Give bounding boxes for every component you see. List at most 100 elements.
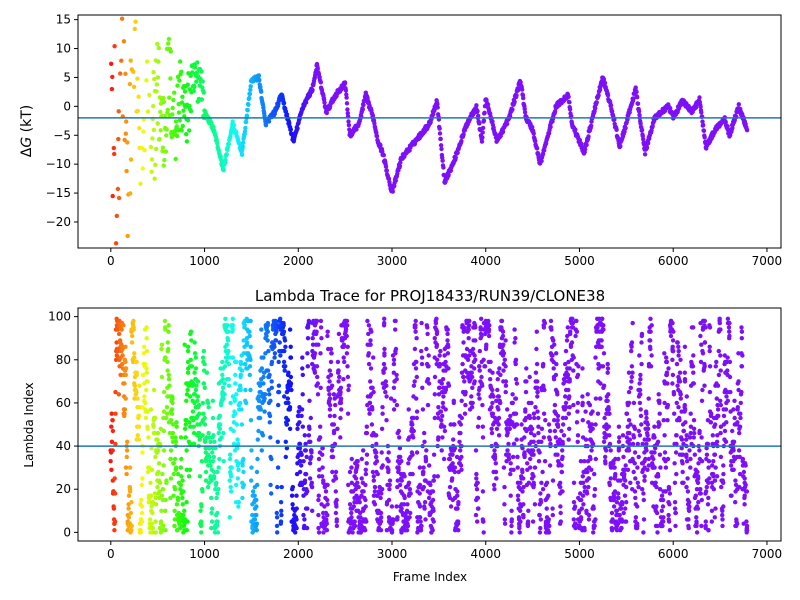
lambda-point: [126, 506, 131, 511]
delta-g-point: [635, 95, 640, 100]
lambda-point: [282, 348, 287, 354]
lambda-point: [670, 338, 676, 343]
lambda-point: [664, 355, 669, 360]
delta-g-point: [157, 136, 162, 142]
lambda-point: [240, 495, 245, 501]
lambda-point: [266, 374, 272, 380]
lambda-point: [192, 340, 197, 345]
lambda-point: [374, 441, 379, 447]
lambda-point: [164, 478, 169, 483]
lambda-point: [682, 370, 687, 375]
lambda-point: [674, 400, 679, 406]
delta-g-point: [618, 143, 623, 149]
lambda-point: [464, 346, 470, 352]
lambda-point: [439, 381, 444, 386]
delta-g-point: [668, 106, 673, 111]
lambda-point: [210, 450, 215, 455]
lambda-point: [440, 377, 446, 382]
lambda-point: [534, 329, 539, 334]
lambda-point: [425, 331, 430, 337]
lambda-point: [436, 405, 441, 410]
lambda-point: [571, 402, 576, 408]
delta-g-point: [175, 83, 180, 88]
lambda-point: [480, 435, 486, 440]
lambda-point: [510, 400, 515, 406]
lambda-point: [440, 435, 445, 440]
lambda-point: [140, 476, 145, 481]
lambda-point: [637, 387, 643, 393]
lambda-point: [222, 392, 227, 397]
delta-g-point: [244, 119, 249, 125]
delta-g-point: [287, 121, 292, 126]
lambda-point: [151, 424, 156, 429]
x-tick-label: 4000: [470, 254, 501, 268]
lambda-point: [694, 523, 699, 529]
delta-g-point: [699, 110, 704, 115]
lambda-point: [277, 340, 282, 345]
delta-g-point: [360, 107, 365, 112]
lambda-point: [554, 361, 559, 367]
lambda-point: [503, 364, 508, 369]
lambda-point: [353, 476, 359, 481]
lambda-point: [686, 517, 691, 522]
lambda-point: [148, 493, 154, 498]
lambda-point: [707, 364, 713, 369]
lambda-point: [431, 508, 436, 513]
lambda-point: [501, 351, 507, 356]
lambda-point: [590, 426, 595, 431]
lambda-point: [144, 387, 149, 393]
lambda-point: [112, 528, 117, 533]
lambda-point: [217, 422, 223, 427]
delta-g-point: [177, 118, 182, 123]
lambda-point: [182, 508, 187, 513]
delta-g-point: [548, 124, 553, 130]
lambda-point: [212, 439, 217, 444]
lambda-point: [456, 502, 461, 507]
lambda-point: [267, 392, 272, 397]
delta-g-point: [163, 149, 169, 154]
lambda-point: [503, 338, 508, 343]
lambda-point: [110, 418, 115, 423]
lambda-point: [167, 383, 172, 388]
lambda-point: [310, 336, 315, 341]
lambda-point: [652, 424, 657, 429]
lambda-point: [637, 381, 642, 386]
lambda-point: [578, 517, 584, 522]
lambda-point: [652, 465, 657, 470]
lambda-point: [452, 422, 457, 427]
lambda-point: [505, 430, 510, 436]
lambda-point: [586, 484, 591, 490]
lambda-point: [508, 461, 513, 466]
lambda-point: [294, 517, 299, 522]
lambda-point: [116, 331, 122, 337]
lambda-point: [681, 480, 686, 485]
lambda-point: [126, 515, 132, 520]
lambda-point: [603, 459, 608, 464]
y-tick-label: −15: [46, 186, 71, 200]
lambda-point: [389, 530, 395, 535]
lambda-point: [559, 428, 564, 434]
lambda-point: [508, 493, 513, 498]
lambda-point: [470, 374, 475, 380]
delta-g-point: [567, 107, 573, 112]
delta-g-point: [437, 126, 442, 131]
lambda-point: [399, 478, 404, 483]
lambda-point: [593, 422, 598, 427]
lambda-point: [523, 389, 529, 395]
lambda-point: [221, 396, 226, 401]
lambda-point: [492, 454, 498, 460]
delta-g-point: [381, 153, 386, 158]
lambda-point: [417, 504, 423, 509]
lambda-point: [192, 351, 198, 356]
lambda-point: [214, 480, 219, 485]
lambda-point: [298, 459, 303, 464]
lambda-point: [378, 528, 384, 533]
lambda-point: [303, 448, 308, 453]
lambda-point: [299, 463, 304, 468]
delta-g-point: [346, 119, 351, 124]
lambda-point: [320, 446, 325, 451]
lambda-point: [331, 422, 337, 427]
lambda-point: [214, 523, 220, 529]
lambda-point: [170, 430, 176, 436]
